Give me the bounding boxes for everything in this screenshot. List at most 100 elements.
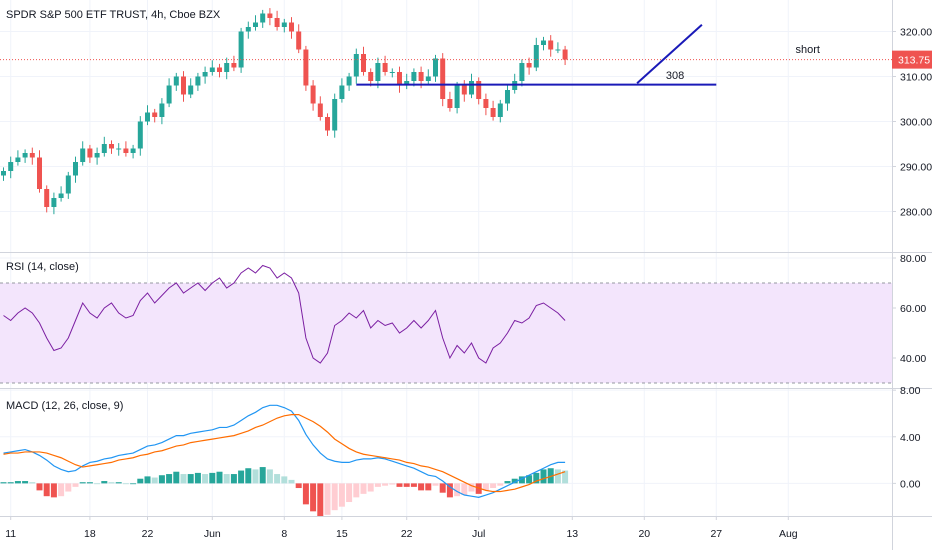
macd-histogram-bar (533, 472, 540, 484)
macd-histogram-bar (130, 483, 137, 485)
y-tick-label: 280.00 (900, 207, 932, 219)
macd-histogram-bar (166, 474, 173, 484)
candle-body (145, 112, 150, 122)
macd-histogram-bar (86, 482, 93, 484)
candle-body (447, 99, 453, 108)
macd-histogram-bar (180, 474, 187, 484)
candle-body (73, 162, 78, 176)
candle-body (404, 81, 410, 86)
x-tick-label: 27 (710, 528, 722, 540)
macd-histogram-bar (418, 483, 425, 491)
candle-body (1, 171, 6, 176)
macd-histogram-bar (454, 483, 461, 497)
annotation-short: short (796, 44, 820, 56)
candle-body (411, 72, 417, 81)
macd-histogram-bar (216, 471, 223, 484)
macd-histogram-bar (540, 469, 547, 484)
candle-body (526, 63, 532, 68)
y-tick-label: 320.00 (900, 27, 932, 39)
candle-body (238, 31, 244, 68)
rsi-band (0, 283, 892, 383)
candle-body (8, 162, 14, 171)
macd-histogram-bar (29, 482, 36, 484)
candle-body (159, 103, 165, 117)
candle-body (440, 58, 446, 99)
candle-body (109, 144, 114, 149)
x-tick-label: 15 (336, 528, 348, 540)
main-title: SPDR S&P 500 ETF TRUST, 4h, Cboe BZX (6, 9, 221, 21)
candle-body (469, 81, 474, 95)
macd-histogram-bar (173, 471, 180, 484)
candle-body (15, 157, 21, 162)
x-tick-label: Aug (779, 528, 798, 540)
macd-histogram-bar (360, 483, 367, 494)
y-tick-label: 8.00 (900, 385, 921, 397)
macd-histogram-bar (259, 467, 266, 484)
candle-body (188, 85, 194, 95)
candle-body (152, 112, 158, 117)
candle-body (533, 45, 539, 68)
macd-histogram-bar (274, 474, 281, 484)
candle-body (181, 76, 186, 95)
candle-body (555, 49, 561, 51)
macd-histogram-bar (115, 482, 122, 484)
macd-histogram-bar (36, 483, 43, 491)
candle-body (87, 148, 93, 158)
macd-histogram-bar (0, 482, 7, 484)
candle-body (202, 72, 208, 77)
candle-body (389, 72, 395, 73)
macd-histogram-bar (526, 475, 533, 484)
candle-body (332, 99, 338, 131)
macd-histogram-bar (331, 483, 338, 511)
macd-histogram-bar (122, 483, 129, 485)
x-tick-label: Jul (472, 528, 485, 540)
macd-histogram-bar (72, 483, 79, 487)
candle-body (368, 72, 374, 81)
macd-histogram-bar (425, 483, 432, 491)
macd-histogram-bar (58, 483, 65, 497)
macd-histogram-bar (346, 483, 353, 503)
macd-histogram-bar (295, 483, 302, 489)
last-price-label: 313.75 (898, 55, 930, 67)
candle-body (483, 99, 489, 108)
candle-body (519, 63, 525, 81)
candle-body (29, 153, 35, 158)
macd-histogram-bar (7, 482, 14, 484)
candle-body (346, 76, 352, 86)
candle-body (231, 63, 237, 68)
candle-body (58, 193, 64, 198)
macd-histogram-bar (482, 483, 489, 491)
macd-histogram-bar (266, 469, 273, 484)
signal-line (3, 414, 566, 493)
macd-histogram-bar (338, 483, 345, 507)
candle-body (101, 144, 107, 153)
last-price-badge (892, 50, 932, 69)
macd-histogram-bar (396, 483, 403, 487)
x-tick-label: 13 (566, 528, 578, 540)
macd-histogram-bar (158, 475, 165, 484)
candle-body (562, 49, 568, 60)
macd-histogram-bar (403, 483, 410, 487)
candle-body (94, 153, 100, 158)
macd-histogram-bar (252, 469, 259, 484)
macd-histogram-bar (310, 483, 317, 512)
macd-histogram-bar (374, 483, 381, 487)
macd-histogram-bar (50, 483, 57, 498)
candle-body (209, 67, 215, 72)
macd-histogram-bar (382, 483, 389, 486)
candle-body (130, 148, 136, 153)
candle-body (260, 13, 266, 23)
macd-histogram-bar (94, 483, 101, 485)
macd-histogram-bar (497, 483, 504, 486)
candle-body (397, 72, 402, 86)
candle-body (461, 85, 467, 95)
candle-body (44, 189, 50, 207)
macd-histogram-bar (101, 481, 108, 484)
grid-layer (0, 0, 892, 516)
candle-body (253, 22, 258, 27)
candle-body (454, 85, 460, 108)
macd-histogram-bar (144, 476, 151, 484)
x-tick-label: 18 (84, 528, 96, 540)
band-layer (0, 282, 892, 384)
